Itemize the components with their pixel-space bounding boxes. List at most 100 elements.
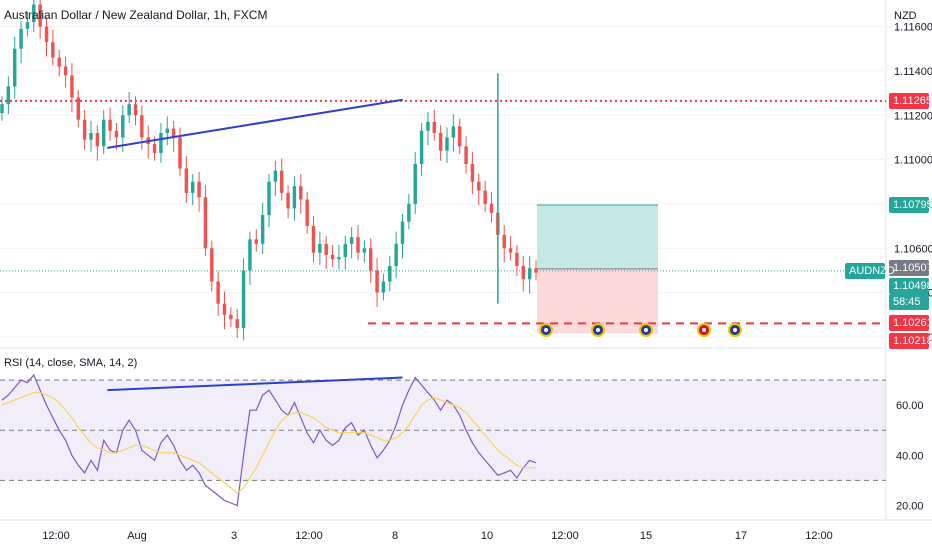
event-icon-nz <box>697 323 711 337</box>
candle-body <box>222 303 227 315</box>
candle-body <box>381 281 386 293</box>
candle-body <box>178 137 182 169</box>
currency-label: NZD <box>894 10 917 22</box>
rsi-pane <box>0 373 886 507</box>
candle-body <box>438 132 443 151</box>
long-position-tool[interactable] <box>537 204 658 334</box>
candle-body <box>419 130 424 165</box>
candle-body <box>305 199 309 227</box>
time-tick: 8 <box>392 530 398 542</box>
candle-body <box>114 130 119 138</box>
stop-tag: 1.10261 <box>889 315 932 332</box>
candle-body <box>368 248 373 271</box>
candle-body <box>203 197 208 249</box>
candle-body <box>82 119 87 140</box>
time-tick: 10 <box>481 530 493 542</box>
candle-body <box>0 104 4 114</box>
candle-body <box>457 126 462 147</box>
candle-body <box>432 121 437 133</box>
candle-body <box>502 234 506 249</box>
candle-body <box>140 115 144 138</box>
candle-body <box>477 181 481 191</box>
candle-body <box>515 252 519 266</box>
candle-body <box>407 203 411 222</box>
candle-body <box>451 126 456 138</box>
candle-body <box>324 243 328 255</box>
symbol-tag: AUDNZD <box>845 262 895 279</box>
rsi-tick: 20.00 <box>896 500 924 512</box>
candle-body <box>362 248 367 253</box>
candle-body <box>165 128 170 133</box>
event-icon-au <box>591 323 605 337</box>
candle-body <box>318 243 322 253</box>
candle-body <box>51 42 55 58</box>
horizontal-levels[interactable] <box>0 99 886 325</box>
entry-tag: 1.10507 <box>889 259 932 276</box>
event-star <box>596 328 600 332</box>
candle-body <box>330 254 335 260</box>
rsi-tick: 60.00 <box>896 400 924 412</box>
candle-body <box>133 104 138 116</box>
candle-body <box>190 181 195 193</box>
time-tick: 12:00 <box>295 530 323 542</box>
candle-body <box>445 137 449 151</box>
candle-body <box>216 281 220 304</box>
candle-body <box>311 226 316 253</box>
event-star <box>733 328 737 332</box>
candle-body <box>19 28 23 49</box>
candle-body <box>254 239 259 244</box>
price-trendline[interactable] <box>107 98 403 149</box>
event-star <box>644 328 648 332</box>
candle-body <box>394 243 398 266</box>
take-profit-tag: 1.10795 <box>889 197 932 214</box>
candle-body <box>299 186 303 200</box>
candle-body <box>210 248 214 282</box>
candle-body <box>343 243 348 258</box>
economic-events[interactable] <box>539 323 742 337</box>
event-star <box>702 328 706 332</box>
candle-body <box>241 270 246 329</box>
time-axis[interactable]: 12:00 Aug 3 12:00 8 10 12:00 15 17 12:00 <box>42 530 833 542</box>
candle-body <box>273 170 278 182</box>
level-tag: 1.11265 <box>889 92 932 109</box>
candle-body <box>349 237 354 244</box>
price-tick: 1.11200 <box>894 110 932 122</box>
candle-body <box>38 4 42 27</box>
candle-body <box>197 181 201 198</box>
candle-body <box>413 164 417 204</box>
event-star <box>544 328 548 332</box>
rsi-trendline <box>107 376 403 392</box>
candle-body <box>32 4 36 23</box>
event-icon-au <box>639 323 653 337</box>
candle-body <box>292 186 297 209</box>
candle-body <box>534 268 538 273</box>
candle-body <box>76 97 81 120</box>
last-price-tag: 1.10498 <box>889 277 932 294</box>
candle-body <box>25 22 30 29</box>
candle-body <box>171 128 176 138</box>
time-tick: 12:00 <box>551 530 579 542</box>
candle-body <box>521 265 526 280</box>
candle-body <box>108 119 112 131</box>
time-tick: 17 <box>735 530 747 542</box>
candle-body <box>184 168 189 193</box>
rsi-tick: 40.00 <box>896 450 924 462</box>
trendline <box>107 98 403 149</box>
time-tick: 12:00 <box>805 530 833 542</box>
price-tick: 1.11000 <box>894 155 932 167</box>
low-tag: 1.10218 <box>889 333 932 350</box>
candle-body <box>127 104 131 116</box>
time-tick: 15 <box>640 530 652 542</box>
candle-body <box>388 265 392 282</box>
rsi-line <box>1 373 537 507</box>
rsi-title: RSI (14, close, SMA, 14, 2) <box>4 357 137 369</box>
candle-body <box>63 66 68 76</box>
candle-body <box>152 144 157 153</box>
candle-body <box>101 119 106 147</box>
candle-body <box>6 86 11 105</box>
candle-body <box>356 237 360 253</box>
candle-body <box>286 192 290 209</box>
price-grid <box>0 26 886 338</box>
candle-body <box>89 132 93 140</box>
